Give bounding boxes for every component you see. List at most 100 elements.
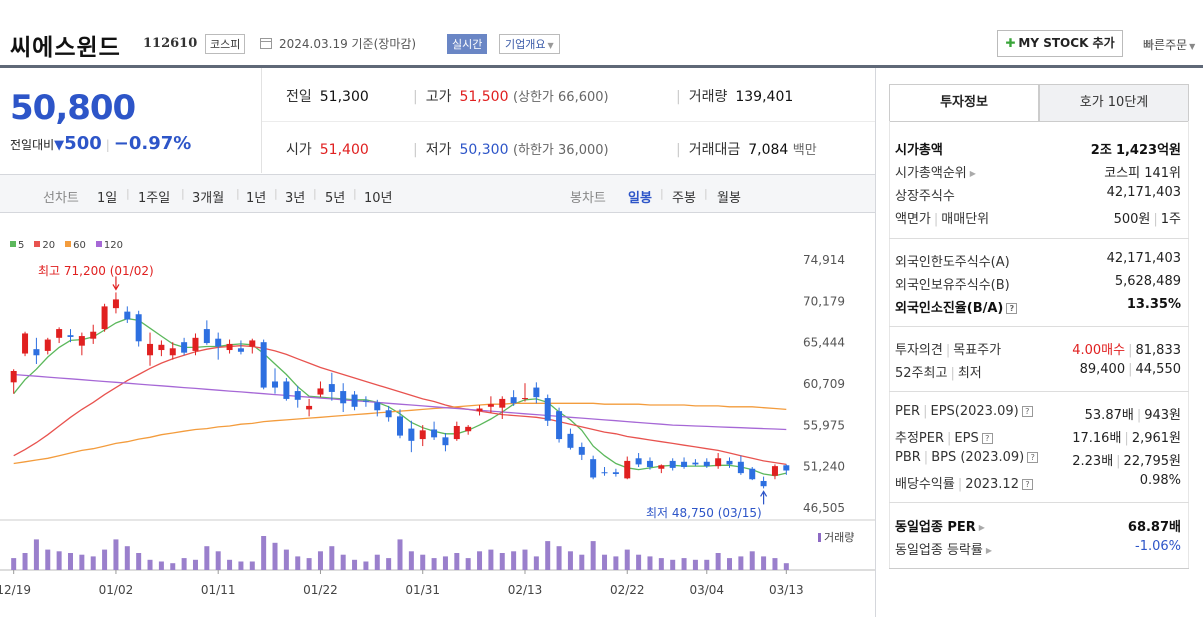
- period-1w[interactable]: 1주일: [138, 191, 171, 206]
- volume-bar: [136, 553, 142, 570]
- volume-bar: [522, 549, 528, 570]
- help-icon[interactable]: ?: [1021, 406, 1033, 417]
- period-10y[interactable]: 10년: [364, 191, 393, 206]
- volume-bar: [692, 559, 698, 570]
- my-stock-add-button[interactable]: ✚ MY STOCK 추가: [997, 30, 1123, 57]
- my-stock-add-label: MY STOCK 추가: [1018, 36, 1115, 50]
- tab-investment-info[interactable]: 투자정보: [889, 84, 1039, 122]
- y-tick-label: 65,444: [803, 336, 845, 350]
- quick-order-button[interactable]: 빠른주문 ▼: [1143, 36, 1195, 53]
- help-icon[interactable]: ?: [1006, 303, 1018, 314]
- plus-icon: ✚: [1005, 36, 1016, 50]
- x-tick-label: 01/31: [405, 583, 440, 597]
- low-row: | 저가 50,300 (하한가 36,000): [413, 142, 609, 158]
- candle-body: [226, 343, 233, 351]
- period-bar: 선차트 1일 | 1주일 | 3개월 | 1년 | 3년 | 5년 | 10년 …: [0, 174, 875, 213]
- low-arrow-head: [760, 490, 768, 497]
- amount-row: | 거래대금 7,084 백만: [676, 142, 817, 158]
- sector-change-row[interactable]: 동일업종 등락률 ▶ -1.06%: [889, 536, 1189, 559]
- per-value: 53.87배: [1084, 408, 1134, 423]
- candle-body: [169, 348, 176, 356]
- line-chart-label: 선차트: [43, 191, 79, 206]
- ma-legend-120: 120: [95, 240, 123, 251]
- candle-body: [181, 342, 188, 353]
- pbr-value: 2.23배: [1072, 454, 1114, 469]
- period-5y[interactable]: 5년: [325, 191, 346, 206]
- per-label: PER: [895, 404, 921, 419]
- x-tick-label: 01/11: [201, 583, 236, 597]
- low-annotation: 최저 48,750 (03/15): [646, 506, 762, 520]
- volume-bar: [204, 546, 210, 570]
- volume-bar: [295, 556, 301, 570]
- current-price: 50,800: [10, 88, 136, 128]
- volume-bar: [363, 561, 369, 570]
- pbr-label: PBR: [895, 450, 921, 465]
- candle-body: [669, 460, 676, 468]
- shares-value: 42,171,403: [1106, 185, 1181, 200]
- x-tick-label: 01/22: [303, 583, 338, 597]
- candle-body: [340, 391, 347, 404]
- price-chart[interactable]: 74,914 70,179 65,444 60,709 55,975 51,240 46,5…: [0, 214, 875, 617]
- sector-per-row[interactable]: 동일업종 PER ▶ 68.87배: [889, 513, 1189, 536]
- volume-bar: [158, 561, 164, 570]
- opinion-group: 투자의견 | 목표주가 4.00매수 | 81,833 52주최고 | 최저 89,400 | 44…: [889, 336, 1189, 382]
- candle-body: [215, 338, 222, 347]
- w52-low-label: 최저: [957, 366, 982, 381]
- company-overview-dropdown[interactable]: 기업개요 ▼: [499, 34, 560, 54]
- sector-change-value: -1.06%: [1135, 539, 1181, 554]
- candle-body: [453, 425, 460, 440]
- candle-body: [749, 468, 756, 480]
- candle-body: [294, 391, 301, 400]
- market-cap-value-2: 1,423억원: [1115, 143, 1181, 158]
- candle-monthly[interactable]: 월봉: [717, 191, 741, 206]
- tab-orderbook-10[interactable]: 호가 10단계: [1039, 84, 1189, 122]
- foreign-ratio-value: 13.35%: [1126, 297, 1181, 312]
- candle-weekly[interactable]: 주봉: [672, 191, 696, 206]
- bps-value: 22,795원: [1123, 454, 1181, 469]
- ma-legend-20: 20: [34, 240, 55, 251]
- calendar-icon: [260, 38, 272, 49]
- candle-body: [33, 349, 40, 356]
- eps-value: 943원: [1144, 408, 1181, 423]
- volume-bar: [238, 561, 244, 570]
- target-label: 목표주가: [953, 343, 1002, 358]
- realtime-button[interactable]: 실시간: [447, 34, 488, 54]
- chevron-down-icon: ▼: [1189, 42, 1196, 51]
- candle-body: [521, 398, 528, 400]
- volume-bar: [306, 558, 312, 570]
- x-tick-label: 02/13: [508, 583, 543, 597]
- market-cap-rank: 코스피 141위: [1104, 166, 1181, 181]
- period-3y[interactable]: 3년: [285, 191, 306, 206]
- y-tick-label: 70,179: [803, 294, 845, 308]
- help-icon[interactable]: ?: [981, 433, 993, 444]
- stock-header: 씨에스윈드 112610 코스피 2024.03.19 기준(장마감) 실시간 …: [0, 0, 1203, 66]
- help-icon[interactable]: ?: [1027, 452, 1039, 463]
- period-1d[interactable]: 1일: [97, 191, 118, 206]
- market-cap-rank-row[interactable]: 시가총액순위 ▶ 코스피 141위: [889, 159, 1189, 182]
- opinion-label: 투자의견: [895, 343, 943, 358]
- candle-daily[interactable]: 일봉: [628, 191, 652, 206]
- period-3m[interactable]: 3개월: [192, 191, 225, 206]
- per-row: PER | EPS(2023.09)? 53.87배 | 943원: [895, 404, 1181, 423]
- candle-body: [22, 333, 29, 354]
- chevron-down-icon: ▼: [547, 41, 554, 50]
- volume-bar: [397, 539, 403, 570]
- help-icon[interactable]: ?: [1021, 479, 1033, 490]
- candle-body: [419, 430, 426, 440]
- candle-body: [578, 446, 585, 455]
- volume-bar: [147, 559, 153, 570]
- candle-body: [351, 394, 358, 407]
- change-label: 전일대비: [10, 138, 55, 152]
- dividend-row: 배당수익률 | 2023.12? 0.98%: [895, 473, 1181, 492]
- candle-body: [90, 331, 97, 339]
- open-label: 시가: [286, 142, 312, 158]
- volume-bar: [352, 559, 358, 570]
- volume-bar: [511, 551, 517, 570]
- x-tick-label: 12/19: [0, 583, 31, 597]
- period-1y[interactable]: 1년: [246, 191, 267, 206]
- volume-row: | 거래량 139,401: [676, 89, 794, 105]
- foreign-ratio-label: 외국인소진율(B/A): [895, 301, 1004, 316]
- candle-body: [78, 336, 85, 346]
- volume-bar: [783, 563, 789, 570]
- volume-bar: [317, 551, 323, 570]
